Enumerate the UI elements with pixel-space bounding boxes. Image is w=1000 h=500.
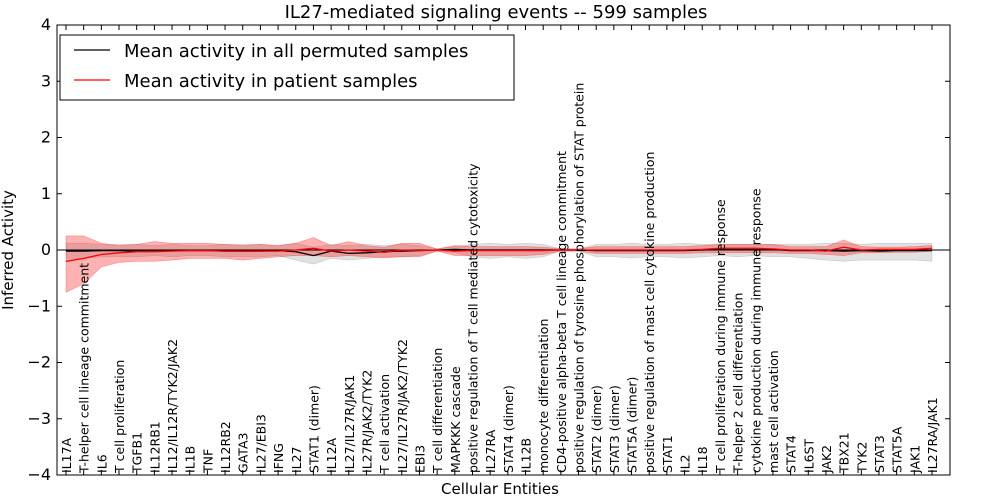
x-tick-labels: IL17A T-helper cell lineage commitment IL6… (59, 25, 940, 475)
y-axis-label: Inferred Activity (0, 190, 17, 310)
x-tick-label: IL1B (183, 446, 198, 473)
x-tick-label: JAK1 (907, 445, 922, 474)
x-tick-label: CD4-positive alpha-beta T cell lineage c… (554, 151, 569, 473)
series-line-1 (65, 246, 933, 262)
x-tick-label: IL6ST (801, 438, 816, 473)
x-tick-label: IL12B (519, 438, 534, 473)
x-tick-label: positive regulation of mast cell cytokin… (642, 152, 657, 473)
x-tick-label: IL18 (695, 446, 710, 473)
x-tick-label: IL12RB2 (218, 421, 233, 473)
x-tick-label: TBX21 (837, 432, 852, 474)
x-tick-label: STAT2 (dimer) (589, 385, 604, 473)
legend-box (59, 34, 515, 101)
x-axis-label: Cellular Entities (441, 480, 559, 498)
x-tick-label: IL27RA (483, 429, 498, 473)
x-tick-label: IL27/IL27R/JAK2/TYK2 (395, 339, 410, 473)
x-tick-label: STAT5A (dimer) (625, 377, 640, 473)
y-tick-label: −3 (27, 409, 51, 428)
x-tick-label: IL27RA/JAK1 (925, 397, 940, 473)
x-tick-label: T cell activation (377, 374, 392, 474)
x-tick-label: positive regulation of T cell mediated c… (466, 163, 481, 473)
x-tick-label: T cell proliferation (112, 360, 127, 474)
y-tick-label: −4 (27, 465, 51, 484)
x-tick-label: JAK2 (819, 445, 834, 474)
x-tick-label: cytokine production during immune respon… (748, 188, 763, 473)
x-tick-label: STAT5A (890, 426, 905, 473)
y-tick-label: −2 (27, 353, 51, 372)
x-tick-label: STAT1 (dimer) (306, 385, 321, 473)
x-tick-label: GATA3 (236, 433, 251, 473)
x-tick-label: mast cell activation (766, 350, 781, 473)
legend-label-patient: Mean activity in patient samples (124, 71, 418, 92)
x-tick-label: STAT4 (dimer) (501, 385, 516, 473)
x-tick-label: T-helper 2 cell differentiation (731, 293, 746, 474)
y-tick-label: 4 (41, 15, 51, 34)
x-tick-label: IL27/IL27R/JAK1 (342, 375, 357, 473)
chart-title: IL27-mediated signaling events -- 599 sa… (285, 2, 708, 23)
x-tick-label: MAPKKK cascade (448, 366, 463, 473)
x-tick-label: STAT3 (872, 435, 887, 473)
x-tick-label: STAT3 (dimer) (607, 385, 622, 473)
x-tick-label: IL12/IL12R/TYK2/JAK2 (165, 339, 180, 473)
x-tick-label: IL6 (94, 454, 109, 473)
y-tick-label: 0 (41, 240, 51, 259)
y-tick-label: 2 (41, 128, 51, 147)
series-lines (57, 246, 950, 262)
x-tick-label: T cell differentiation (430, 348, 445, 474)
x-tick-label: positive regulation of tyrosine phosphor… (572, 83, 587, 473)
x-tick-label: TGFB1 (130, 432, 145, 474)
axes: −4 −3 −2 −1 0 1 2 3 4 (27, 15, 951, 484)
x-tick-label: IL27 (289, 446, 304, 473)
x-tick-label: T cell proliferation during immune respo… (713, 199, 728, 474)
y-tick-label: 3 (41, 71, 51, 90)
y-tick-label: −1 (27, 296, 51, 315)
x-tick-label: TNF (200, 449, 215, 474)
x-tick-label: IL27R/JAK2/TYK2 (359, 370, 374, 473)
x-tick-label: T-helper cell lineage commitment (77, 263, 92, 474)
confidence-bands (65, 235, 933, 293)
x-tick-label: monocyte differentiation (536, 319, 551, 473)
legend: Mean activity in all permuted samples Me… (59, 34, 515, 101)
x-tick-label: STAT4 (784, 435, 799, 473)
x-tick-label: STAT1 (660, 435, 675, 473)
x-tick-label: IL12RB1 (147, 421, 162, 473)
x-tick-label: IFNG (271, 443, 286, 473)
x-tick-label: EBI3 (413, 445, 428, 473)
x-tick-label: IL12A (324, 437, 339, 473)
legend-label-permuted: Mean activity in all permuted samples (124, 41, 468, 62)
x-tick-label: IL27/EBI3 (253, 414, 268, 473)
y-tick-label: 1 (41, 184, 51, 203)
x-tick-label: IL17A (59, 437, 74, 473)
x-tick-label: TYK2 (854, 442, 869, 474)
x-tick-label: IL2 (678, 454, 693, 473)
